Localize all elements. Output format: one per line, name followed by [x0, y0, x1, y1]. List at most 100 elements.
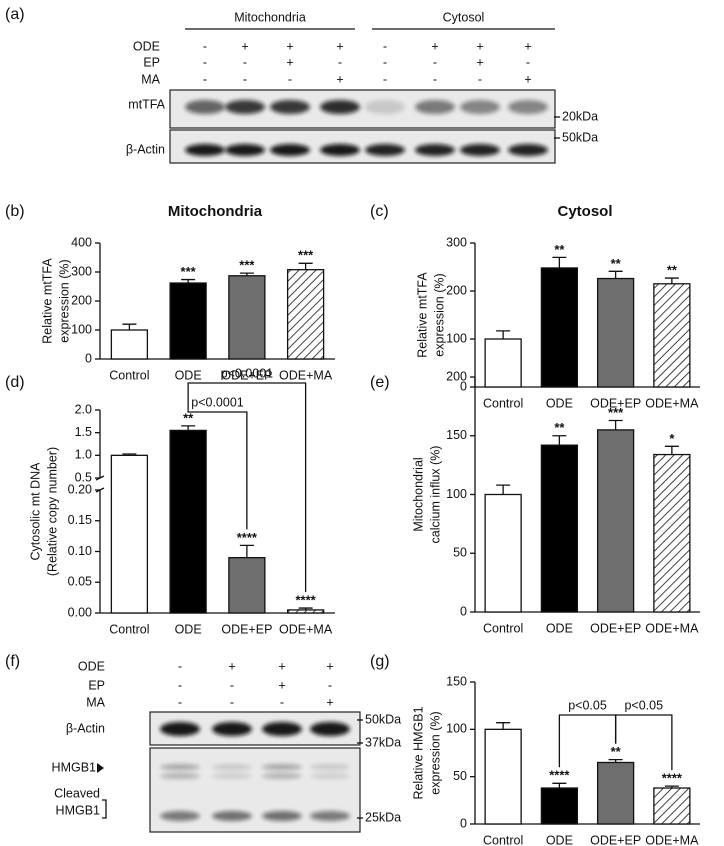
significance: **	[611, 256, 622, 271]
x-tick-label: Control	[483, 833, 523, 846]
significance: ***	[239, 258, 255, 273]
comparison-bracket	[558, 714, 617, 768]
blot-band	[212, 722, 252, 736]
bar	[540, 444, 579, 613]
treatment-sign: -	[230, 678, 234, 692]
treatment-sign: +	[278, 659, 285, 673]
treatment-sign: -	[383, 72, 387, 86]
significance: ****	[237, 530, 258, 545]
blot-band	[508, 100, 548, 114]
y-axis-label: calcium influx (%)	[428, 446, 442, 544]
y-tick-label: 0	[460, 604, 467, 618]
x-tick-label: Control	[109, 622, 149, 636]
comparison-bracket	[187, 409, 248, 530]
chart-title: Cytosol	[557, 203, 612, 220]
bar	[653, 787, 691, 825]
blot-band	[212, 773, 252, 779]
bar	[596, 429, 635, 613]
blot-band	[160, 773, 200, 779]
band-label: β-Actin	[66, 721, 105, 735]
treatment-sign: +	[326, 695, 333, 709]
x-tick-label: ODE+EP	[221, 368, 272, 382]
x-tick-label: ODE+EP	[590, 396, 641, 410]
treatment-sign: +	[278, 678, 285, 692]
y-tick-label: 300	[446, 235, 467, 249]
y-tick-label: 400	[71, 235, 92, 249]
bar	[228, 557, 266, 614]
y-tick-label: 100	[446, 722, 467, 736]
significance: *	[669, 431, 675, 446]
arrowhead	[97, 763, 104, 773]
blot-band	[212, 811, 252, 821]
group-label: Mitochondria	[234, 10, 306, 24]
treatment-sign: -	[203, 55, 207, 69]
error-bar	[552, 435, 567, 446]
blot-band	[415, 100, 455, 114]
bar	[484, 493, 522, 613]
significance: **	[183, 410, 194, 425]
size-marker: 20kDa	[562, 109, 598, 123]
y-axis-label: Relative HMGB1	[411, 706, 425, 799]
treatment-sign: -	[288, 72, 292, 86]
treatment-sign: +	[228, 659, 235, 673]
significance: ****	[549, 768, 570, 783]
y-tick-label: 200	[71, 293, 92, 307]
blot-band	[160, 722, 200, 736]
blot-band	[365, 100, 405, 114]
treatment-sign: -	[280, 695, 284, 709]
error-bar	[239, 544, 254, 558]
y-tick-label: 0.15	[68, 513, 92, 527]
blot-band	[185, 144, 225, 156]
treatment-label: ODE	[78, 659, 105, 673]
blot-band	[262, 773, 302, 779]
treatment-sign: +	[286, 39, 293, 53]
blot-band	[212, 764, 252, 770]
treatment-label: MA	[141, 72, 160, 86]
y-axis-label: Cytosolic mt DNA	[28, 462, 42, 561]
error-bar	[496, 722, 511, 730]
treatment-sign: +	[241, 39, 248, 53]
bar	[596, 277, 635, 388]
blot-band	[160, 764, 200, 770]
treatment-sign: -	[338, 55, 342, 69]
blot-band	[508, 144, 548, 156]
x-tick-label: ODE+EP	[590, 833, 641, 846]
x-tick-label: ODE+EP	[221, 622, 272, 636]
significance: ****	[662, 771, 683, 786]
y-axis-label: Relative mtTFA	[40, 258, 54, 344]
y-axis-label: Relative mtTFA	[415, 272, 429, 358]
blot-band	[262, 764, 302, 770]
treatment-sign: -	[526, 55, 530, 69]
y-axis-label: (Relative copy number)	[45, 447, 59, 576]
treatment-sign: +	[476, 39, 483, 53]
blot-band	[415, 144, 455, 156]
treatment-sign: +	[476, 55, 483, 69]
bar	[484, 338, 522, 388]
treatment-sign: -	[203, 39, 207, 53]
y-tick-label: 50	[453, 769, 467, 783]
blot-band	[365, 144, 405, 156]
y-tick-label: 200	[446, 369, 467, 383]
x-tick-label: Control	[483, 621, 523, 635]
error-bar	[496, 330, 511, 339]
panel-label: (a)	[5, 6, 25, 23]
y-axis-label: Mitochondrial	[411, 457, 425, 531]
blot-band	[310, 773, 350, 779]
treatment-sign: -	[243, 72, 247, 86]
band-label: HMGB1	[52, 760, 97, 774]
treatment-sign: -	[178, 659, 182, 673]
significance: ***	[298, 248, 314, 263]
size-marker: 25kDa	[365, 810, 401, 824]
x-tick-label: ODE	[175, 622, 202, 636]
treatment-sign: -	[178, 695, 182, 709]
size-marker: 50kDa	[365, 712, 401, 726]
blot-band	[225, 100, 265, 114]
x-tick-label: ODE+MA	[279, 368, 333, 382]
significance: ***	[608, 405, 624, 420]
error-bar	[298, 262, 313, 270]
error-bar	[608, 419, 623, 430]
x-tick-label: ODE	[175, 368, 202, 382]
treatment-sign: +	[524, 39, 531, 53]
bar	[596, 761, 635, 825]
